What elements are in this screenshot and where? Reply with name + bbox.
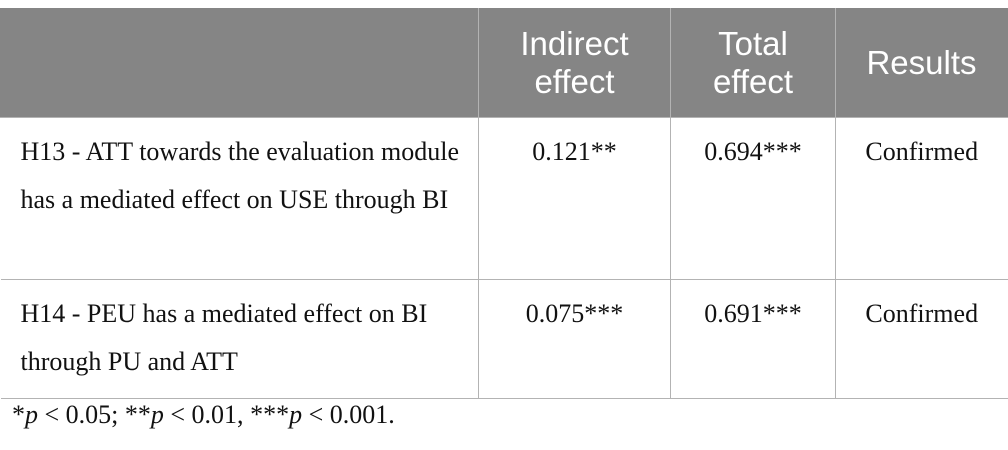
footnote-stars-1: * — [12, 400, 25, 429]
table-row: H13 - ATT towards the evaluation module … — [0, 117, 1008, 280]
footnote-threshold-2: < 0.01, — [163, 400, 251, 429]
footnote-stars-2: ** — [124, 400, 151, 429]
mediation-results-table: Indirect effect Total effect Results H13… — [0, 8, 1008, 399]
footnote-p-symbol-3: p — [289, 400, 303, 429]
footnote-p-symbol-1: p — [25, 400, 38, 429]
table-footnote: *p < 0.05; **p < 0.01, ***p < 0.001. — [12, 400, 395, 430]
header-indirect-effect: Indirect effect — [478, 8, 671, 118]
header-total-effect: Total effect — [670, 8, 836, 118]
total-effect-cell: 0.691*** — [670, 279, 836, 399]
footnote-p-symbol-2: p — [150, 400, 164, 429]
footnote-threshold-3: < 0.001. — [302, 400, 395, 429]
total-effect-cell: 0.694*** — [670, 117, 836, 280]
hypothesis-cell: H14 - PEU has a mediated effect on BI th… — [0, 279, 479, 399]
table-header-row: Indirect effect Total effect Results — [0, 8, 1008, 118]
footnote-stars-3: *** — [250, 400, 290, 429]
result-cell: Confirmed — [835, 279, 1008, 399]
header-hypothesis — [0, 8, 479, 118]
hypothesis-cell: H13 - ATT towards the evaluation module … — [0, 117, 479, 280]
result-cell: Confirmed — [835, 117, 1008, 280]
indirect-effect-cell: 0.075*** — [478, 279, 671, 399]
indirect-effect-cell: 0.121** — [478, 117, 671, 280]
table-row: H14 - PEU has a mediated effect on BI th… — [0, 279, 1008, 399]
footnote-threshold-1: < 0.05; — [38, 400, 125, 429]
header-results: Results — [835, 8, 1008, 118]
